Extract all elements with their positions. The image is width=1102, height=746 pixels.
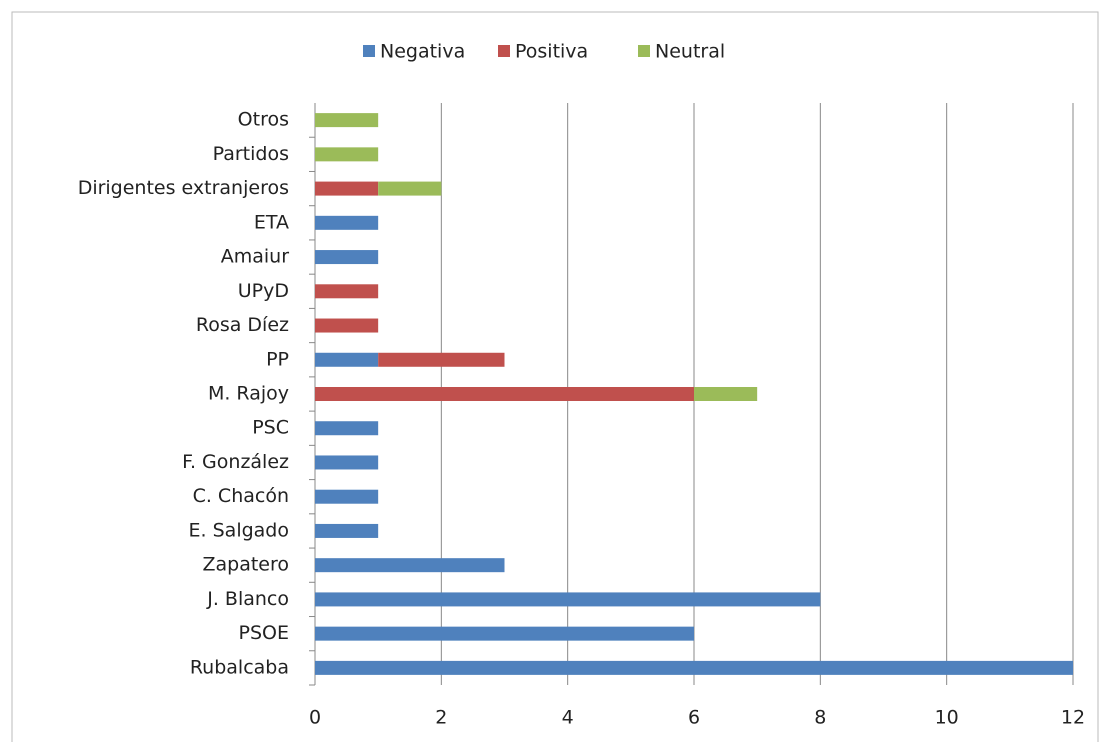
x-tick-label: 2 <box>435 707 447 729</box>
y-tick-label: Dirigentes extranjeros <box>78 177 289 199</box>
bar <box>315 181 379 196</box>
legend-label: Negativa <box>380 41 465 63</box>
bar <box>315 352 379 367</box>
bar <box>378 181 442 196</box>
y-tick-label: Rubalcaba <box>190 656 289 678</box>
legend-swatch <box>638 45 650 57</box>
bar <box>315 558 505 573</box>
bar <box>315 523 379 538</box>
bar <box>378 352 505 367</box>
bar <box>315 284 379 299</box>
x-tick-label: 0 <box>309 707 321 729</box>
bar <box>315 626 694 641</box>
bar <box>315 215 379 230</box>
y-tick-label: ETA <box>254 211 289 233</box>
legend-label: Neutral <box>655 41 725 63</box>
bar <box>694 387 758 401</box>
legend-label: Positiva <box>515 41 588 63</box>
y-tick-label: Amaiur <box>221 246 289 268</box>
y-tick-label: C. Chacón <box>193 485 289 507</box>
bar <box>315 455 379 470</box>
chart-border <box>11 11 1099 746</box>
bar <box>315 250 379 265</box>
y-tick-label: PSOE <box>239 622 289 644</box>
bar <box>315 387 694 401</box>
y-tick-label: E. Salgado <box>189 519 289 541</box>
y-tick-label: PP <box>266 348 289 370</box>
bar <box>315 318 379 333</box>
x-tick-label: 10 <box>935 707 959 729</box>
bar <box>315 421 379 436</box>
x-tick-label: 6 <box>688 707 700 729</box>
y-tick-label: Otros <box>238 109 289 131</box>
y-tick-label: UPyD <box>238 280 289 302</box>
legend-swatch <box>363 45 375 57</box>
bar <box>315 147 379 162</box>
legend-swatch <box>498 45 510 57</box>
bar <box>315 113 379 128</box>
y-tick-label: Zapatero <box>202 554 289 576</box>
y-tick-label: J. Blanco <box>206 588 289 610</box>
y-tick-label: F. González <box>182 451 289 473</box>
y-tick-label: M. Rajoy <box>208 383 289 405</box>
bar <box>315 660 1073 675</box>
y-tick-label: Rosa Díez <box>196 314 289 336</box>
x-tick-label: 12 <box>1061 707 1085 729</box>
x-tick-label: 8 <box>814 707 826 729</box>
bar <box>315 592 821 607</box>
bar <box>315 489 379 504</box>
x-tick-label: 4 <box>562 707 574 729</box>
y-tick-label: PSC <box>252 417 289 439</box>
y-tick-label: Partidos <box>213 143 289 165</box>
